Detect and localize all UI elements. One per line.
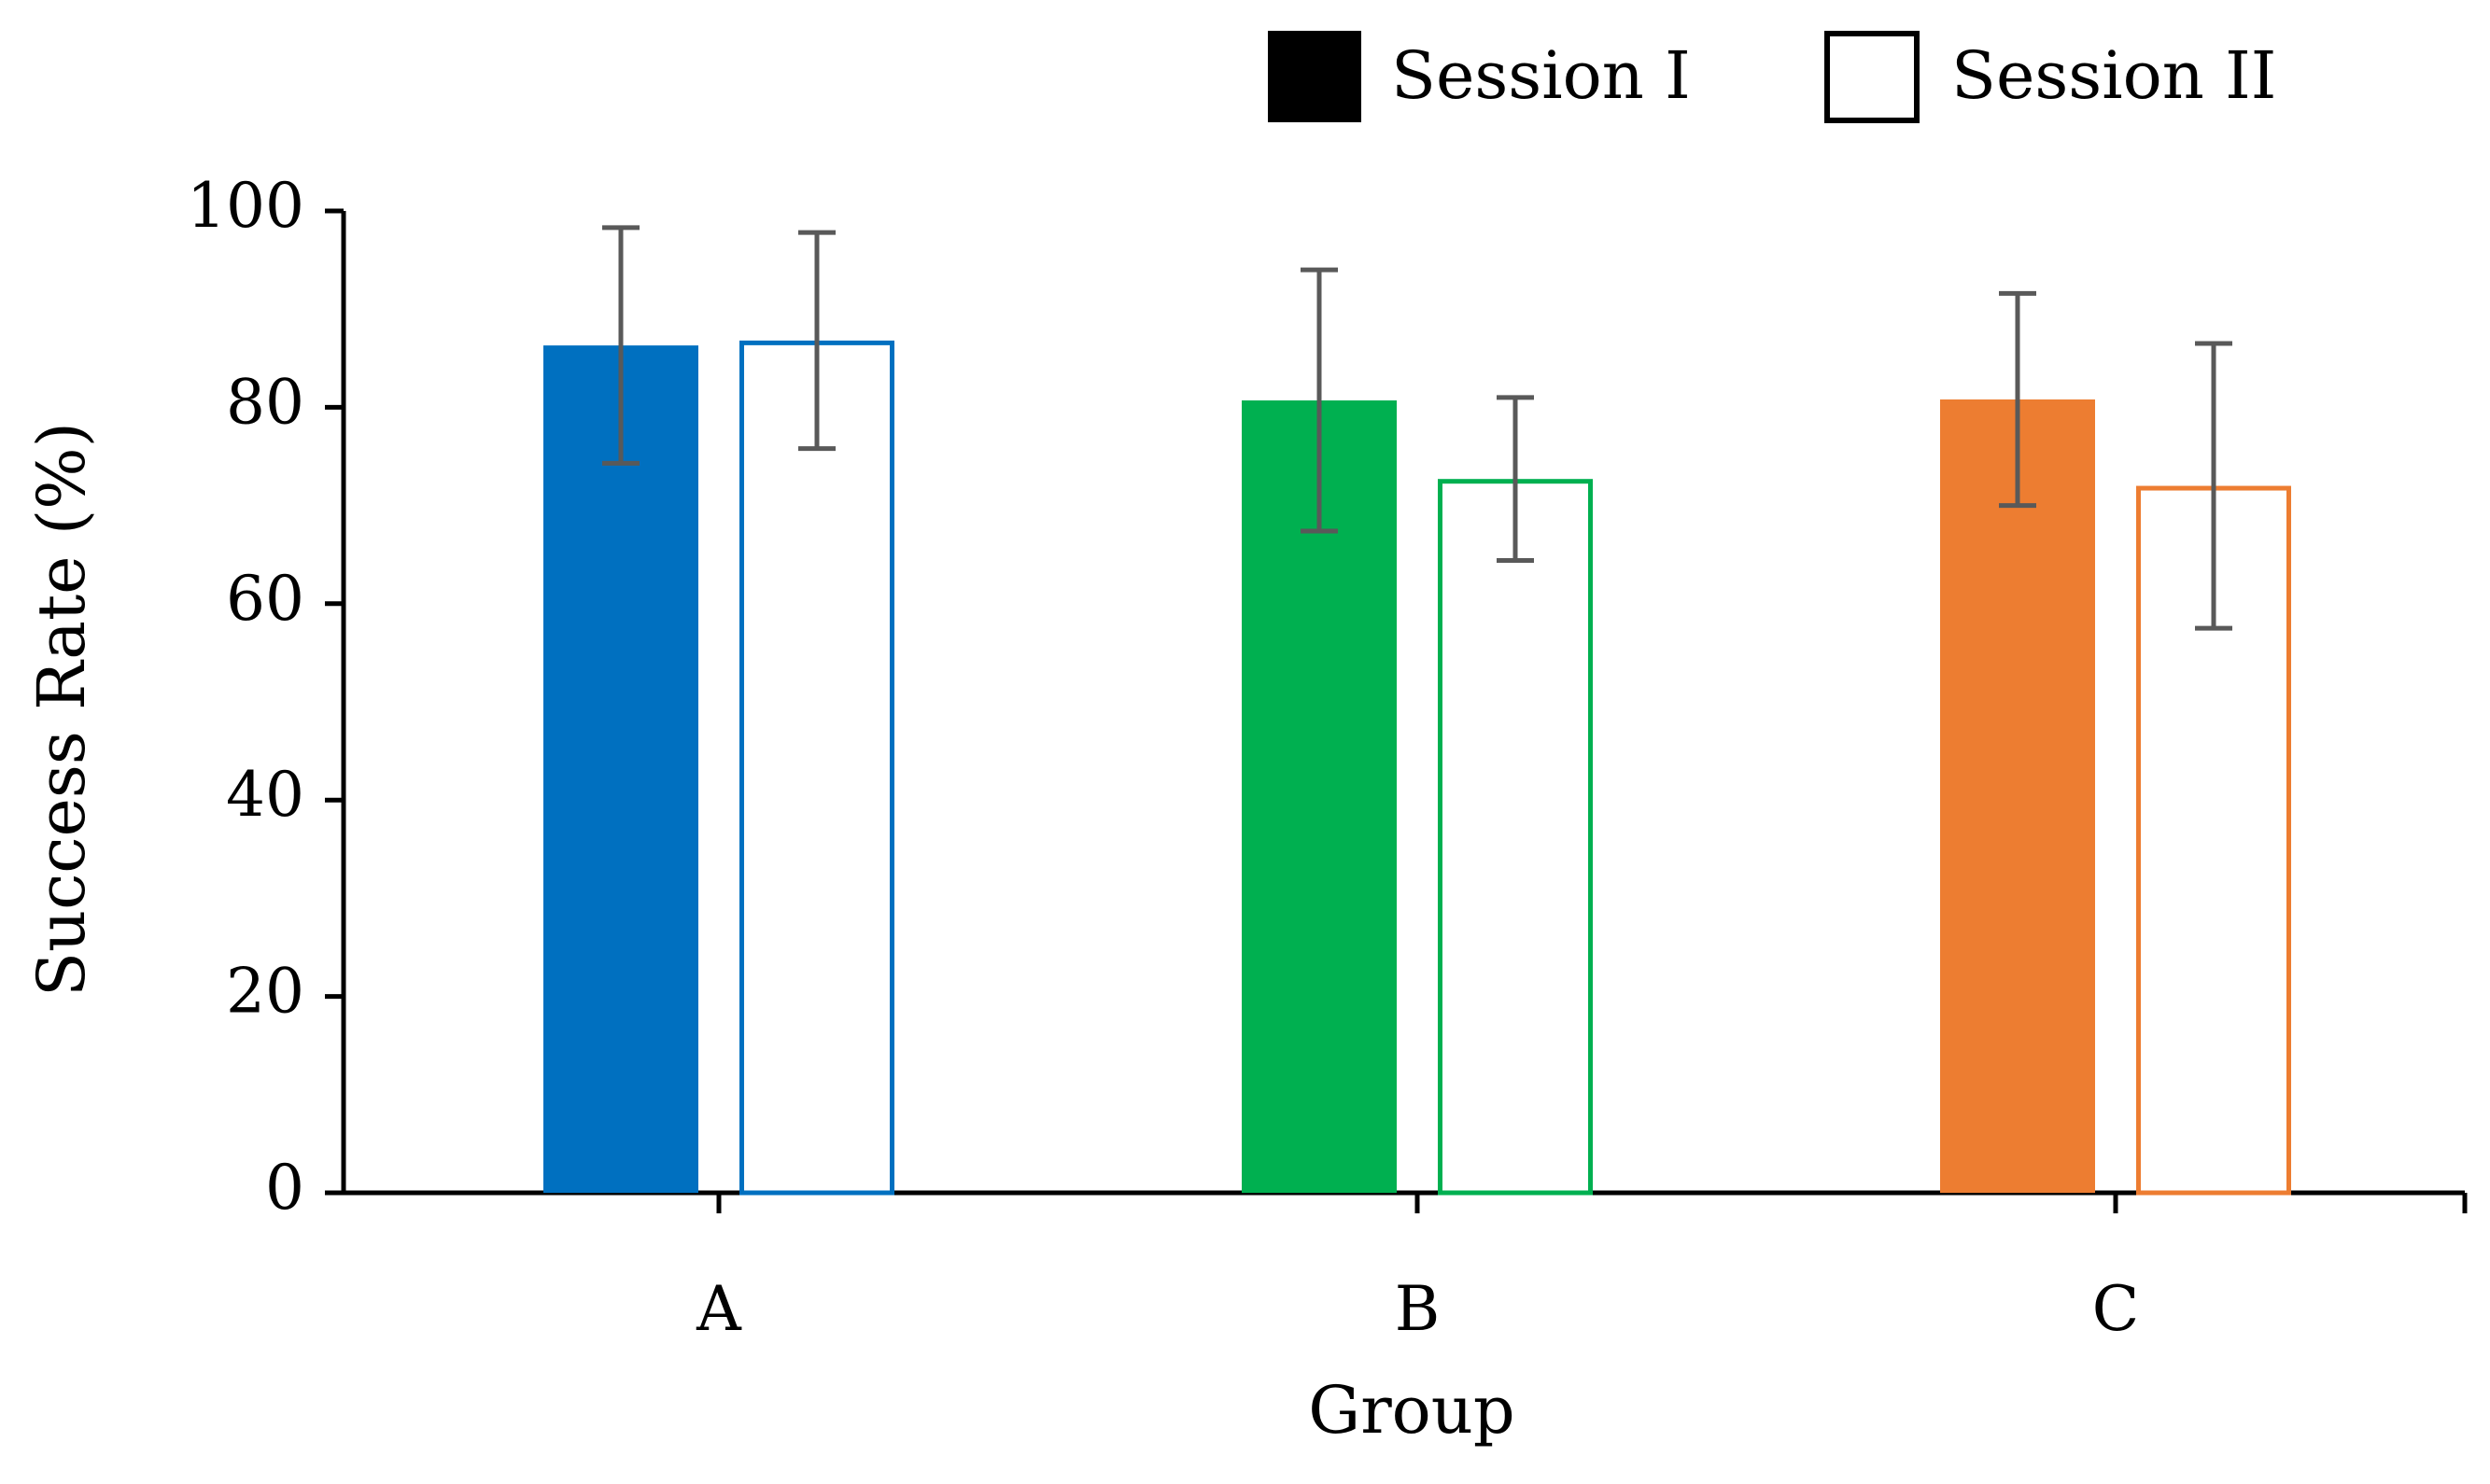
x-tick-label-b: B: [1395, 1273, 1441, 1345]
error-bar-a-session-1: [602, 225, 640, 466]
y-axis-title: Success Rate (%): [23, 422, 100, 997]
x-tick-label-a: A: [696, 1273, 742, 1345]
bars: [543, 340, 2291, 1196]
bar-b-session-2: [1438, 479, 1593, 1196]
y-tick-label: 40: [226, 759, 304, 831]
y-tick-label: 80: [226, 366, 304, 438]
legend: Session I Session II: [1268, 31, 2276, 123]
legend-label-session-2: Session II: [1951, 37, 2276, 114]
bar-c-session-1: [1940, 399, 2095, 1193]
y-tick-label: 20: [226, 956, 304, 1028]
legend-swatch-session-2: [1824, 31, 1920, 123]
error-bar-b-session-2: [1497, 395, 1534, 564]
error-bar-c-session-1: [1999, 290, 2036, 509]
y-tick-label: 0: [265, 1152, 304, 1224]
x-axis: A B C: [344, 1190, 2468, 1345]
legend-label-session-1: Session I: [1391, 37, 1691, 114]
x-tick-label-c: C: [2092, 1273, 2140, 1345]
y-axis: 0 20 40 60 80 100: [187, 170, 346, 1224]
y-tick-label: 100: [187, 170, 304, 242]
x-axis-title: Group: [1308, 1372, 1514, 1449]
bar-a-session-2: [739, 340, 894, 1196]
error-bar-a-session-2: [798, 230, 836, 452]
error-bars: [602, 225, 2232, 631]
bar-a-session-1: [543, 345, 698, 1193]
error-bar-c-session-2: [2195, 341, 2232, 631]
legend-swatch-session-1: [1268, 31, 1361, 122]
error-bar-b-session-1: [1301, 267, 1338, 534]
y-tick-label: 60: [226, 563, 304, 635]
